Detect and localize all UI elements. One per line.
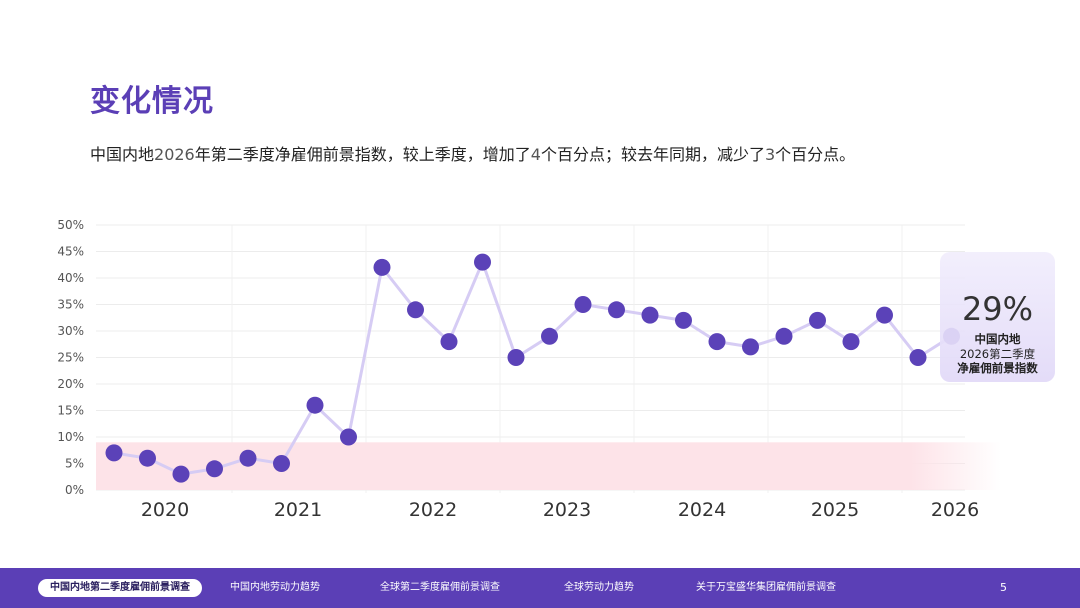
- data-point: [842, 333, 860, 351]
- data-point: [239, 449, 257, 467]
- x-axis-year-labels: 2020 2021 2022 2023 2024 2025 2026: [141, 499, 979, 521]
- data-point: [206, 460, 223, 478]
- data-point: [407, 301, 424, 319]
- nav-item-china-workforce[interactable]: 中国内地劳动力趋势: [230, 582, 320, 593]
- data-point: [105, 444, 123, 462]
- callout-value: 29%: [961, 290, 1034, 328]
- data-point: [273, 455, 290, 472]
- summary-year: 2026: [154, 145, 195, 164]
- data-point: [809, 311, 826, 329]
- summary-part-1: 中国内地: [90, 145, 155, 164]
- data-point: [909, 349, 927, 366]
- data-point: [742, 338, 759, 356]
- y-tick-label: 30%: [57, 324, 84, 338]
- summary-decrease: 3: [764, 145, 776, 164]
- data-point: [474, 253, 491, 271]
- net-employment-outlook-chart: 0% 5% 10% 15% 20% 25% 30% 35% 40% 45% 50% 2020 2021…: [57, 218, 1001, 521]
- data-point: [139, 449, 156, 467]
- y-tick-label: 15%: [57, 404, 84, 418]
- y-tick-label: 10%: [57, 430, 84, 444]
- callout-caption-line2: 2026第二季度: [959, 346, 1036, 361]
- summary-text: 中国内地2026年第二季度净雇佣前景指数，较上季度，增加了4个百分点；较去年同期…: [90, 141, 855, 165]
- x-year-label: 2021: [274, 499, 322, 521]
- x-year-label: 2020: [141, 499, 189, 521]
- callout-caption-line1: 中国内地: [974, 332, 1021, 346]
- data-point: [574, 296, 592, 313]
- data-point: [775, 327, 793, 345]
- data-point: [507, 349, 525, 366]
- y-tick-label: 20%: [57, 377, 84, 391]
- data-point: [641, 306, 659, 324]
- y-tick-label: 0%: [65, 483, 84, 497]
- nav-item-china-outlook[interactable]: 中国内地第二季度雇佣前景调查: [38, 579, 202, 597]
- page-number: 5: [1000, 581, 1007, 594]
- y-tick-label: 5%: [65, 457, 84, 471]
- nav-item-global-workforce[interactable]: 全球劳动力趋势: [564, 582, 634, 593]
- latest-value-callout: 29% 中国内地 2026第二季度 净雇佣前景指数: [940, 252, 1055, 382]
- y-axis-labels: 0% 5% 10% 15% 20% 25% 30% 35% 40% 45% 50%: [57, 218, 84, 497]
- x-year-label: 2026: [931, 499, 979, 521]
- data-point: [608, 301, 625, 319]
- nav-item-global-outlook[interactable]: 全球第二季度雇佣前景调查: [380, 582, 500, 593]
- x-year-label: 2023: [543, 499, 591, 521]
- page-title: 变化情况: [90, 84, 214, 119]
- data-point: [373, 258, 391, 276]
- data-point: [541, 327, 558, 345]
- nav-item-about-survey[interactable]: 关于万宝盛华集团雇佣前景调查: [696, 582, 836, 593]
- x-year-label: 2025: [811, 499, 859, 521]
- data-point: [340, 428, 357, 446]
- data-point: [306, 396, 324, 414]
- data-point: [876, 306, 893, 324]
- band-rect: [96, 442, 1001, 490]
- data-point: [708, 333, 726, 351]
- summary-part-3: 个百分点；较去年同期，减少了: [540, 145, 765, 164]
- y-tick-label: 50%: [57, 218, 84, 232]
- y-tick-label: 40%: [57, 271, 84, 285]
- data-point: [675, 311, 692, 329]
- summary-part-2: 年第二季度净雇佣前景指数，较上季度，增加了: [194, 145, 531, 164]
- y-tick-label: 25%: [57, 351, 84, 365]
- summary-part-4: 个百分点。: [775, 145, 856, 164]
- x-year-label: 2024: [678, 499, 726, 521]
- callout-caption: 中国内地 2026第二季度 净雇佣前景指数: [940, 332, 1055, 376]
- low-range-band: [96, 442, 1001, 490]
- callout-caption-line3: 净雇佣前景指数: [957, 361, 1038, 375]
- y-tick-label: 45%: [57, 245, 84, 259]
- x-year-label: 2022: [409, 499, 457, 521]
- data-point: [172, 465, 190, 483]
- y-tick-label: 35%: [57, 298, 84, 312]
- footer-nav-bar: 中国内地第二季度雇佣前景调查 中国内地劳动力趋势 全球第二季度雇佣前景调查 全球…: [0, 568, 1080, 608]
- summary-increase: 4: [530, 145, 541, 164]
- data-point: [440, 333, 458, 351]
